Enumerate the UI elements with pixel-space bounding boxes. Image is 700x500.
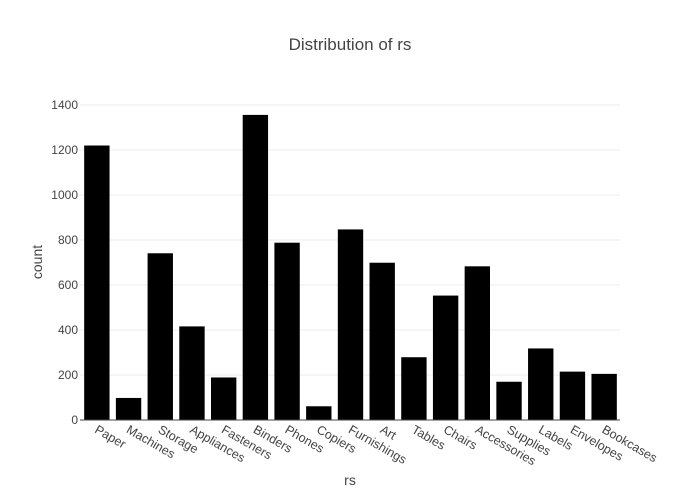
x-tick-label: Chairs xyxy=(441,422,479,452)
bar-envelopes[interactable] xyxy=(559,371,586,420)
y-tick-label: 0 xyxy=(71,413,78,427)
bar-machines[interactable] xyxy=(115,397,142,420)
bar-storage[interactable] xyxy=(147,253,173,420)
bar-furnishings[interactable] xyxy=(337,229,364,420)
bar-art[interactable] xyxy=(369,262,395,420)
y-tick-label: 1200 xyxy=(51,143,78,157)
x-axis-ticks: PaperMachinesStorageAppliancesFastenersB… xyxy=(92,422,659,468)
bar-bookcases[interactable] xyxy=(591,373,617,420)
bar-appliances[interactable] xyxy=(179,326,205,420)
bar-tables[interactable] xyxy=(401,357,427,420)
bar-chairs[interactable] xyxy=(432,295,459,420)
y-tick-label: 200 xyxy=(58,368,78,382)
y-axis-title: count xyxy=(29,245,45,279)
y-tick-label: 1000 xyxy=(51,188,78,202)
bar-phones[interactable] xyxy=(274,242,300,420)
bar-supplies[interactable] xyxy=(496,381,522,420)
bar-fasteners[interactable] xyxy=(210,377,237,420)
y-tick-label: 600 xyxy=(58,278,78,292)
chart-title: Distribution of rs xyxy=(289,35,412,54)
y-axis-ticks: 0 200 400 600 800 1000 1200 1400 xyxy=(51,98,78,427)
bar-paper[interactable] xyxy=(84,145,110,421)
x-tick-label: Paper xyxy=(92,422,128,451)
bars xyxy=(84,114,617,421)
x-axis-title: rs xyxy=(344,472,356,488)
y-tick-label: 400 xyxy=(58,323,78,337)
y-tick-label: 800 xyxy=(58,233,78,247)
x-tick-label: Tables xyxy=(409,422,447,452)
bar-binders[interactable] xyxy=(242,114,269,421)
bar-copiers[interactable] xyxy=(306,406,332,420)
bar-accessories[interactable] xyxy=(464,266,491,420)
bar-labels[interactable] xyxy=(528,348,554,420)
y-tick-label: 1400 xyxy=(51,98,78,112)
